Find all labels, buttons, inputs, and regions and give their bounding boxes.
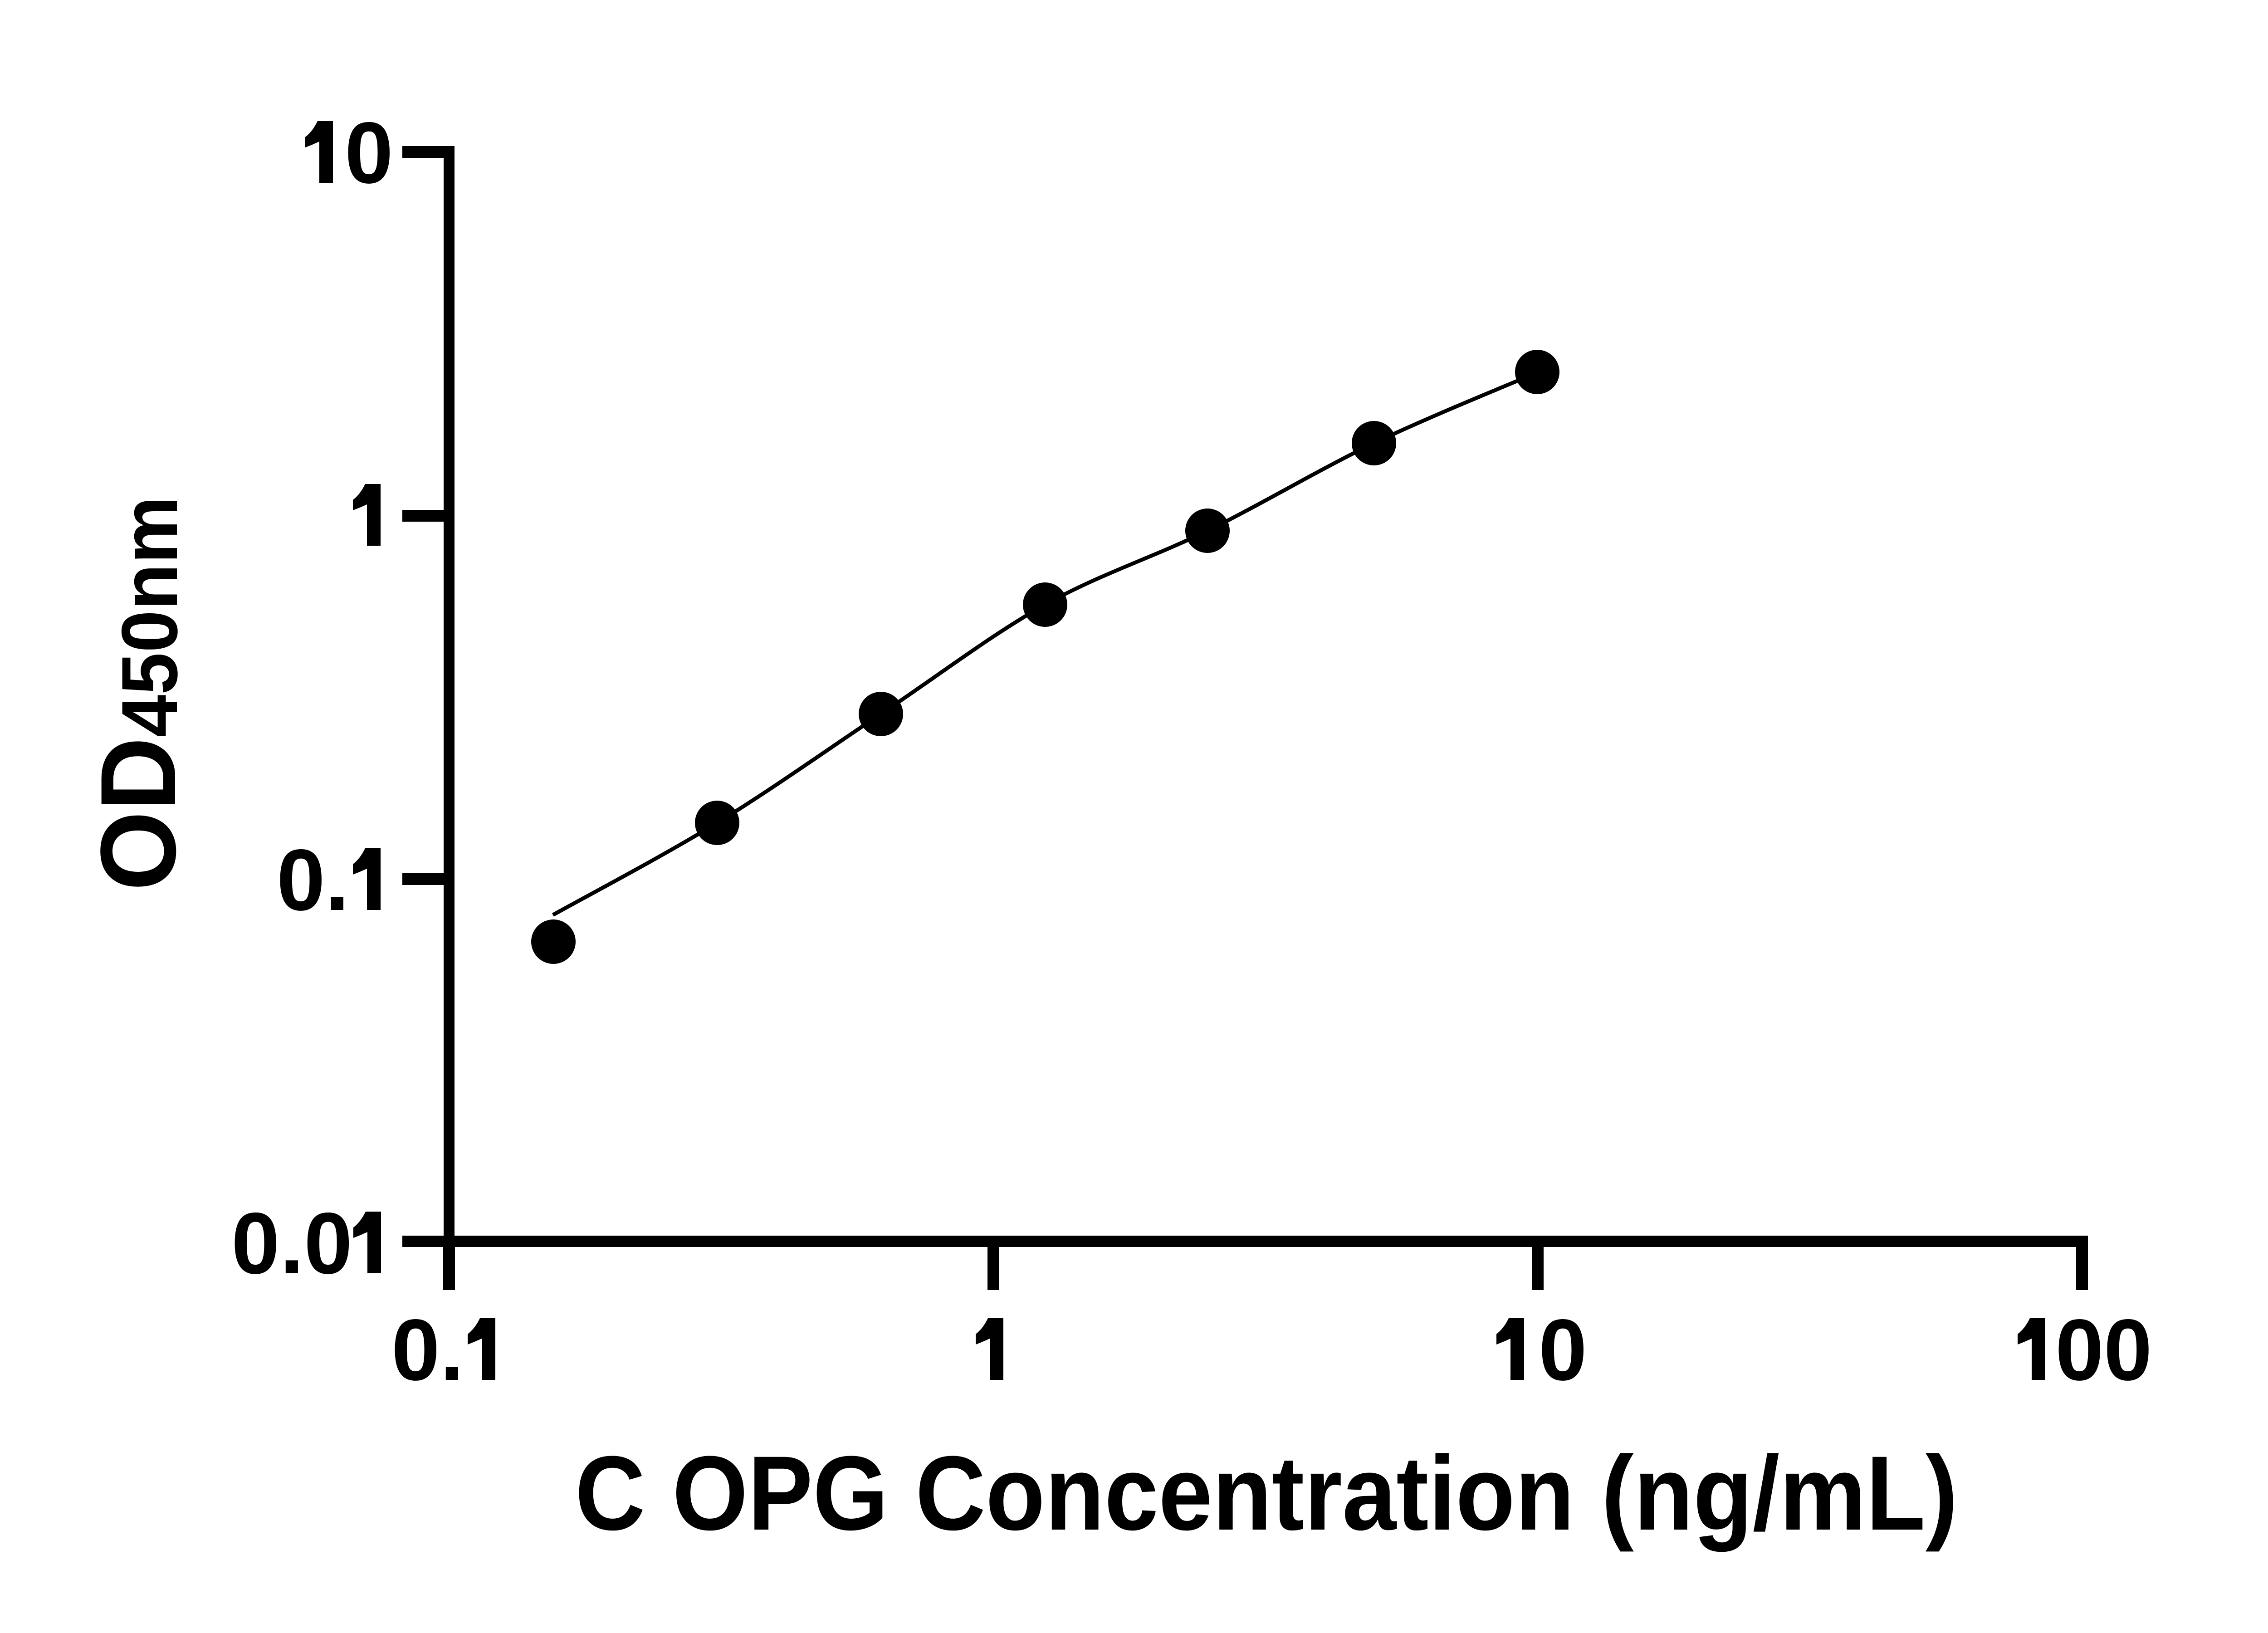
svg-text:0.0: 0.0 [231, 1194, 352, 1292]
svg-text:0.: 0. [277, 831, 349, 929]
svg-text:0: 0 [1539, 1301, 1587, 1398]
svg-text:0.: 0. [391, 1301, 464, 1398]
svg-text:00: 00 [2055, 1301, 2152, 1398]
svg-text:C OPG Concentration (ng/mL): C OPG Concentration (ng/mL) [575, 1434, 1958, 1552]
svg-text:0: 0 [345, 104, 393, 201]
svg-text:OD450nm: OD450nm [78, 496, 198, 891]
